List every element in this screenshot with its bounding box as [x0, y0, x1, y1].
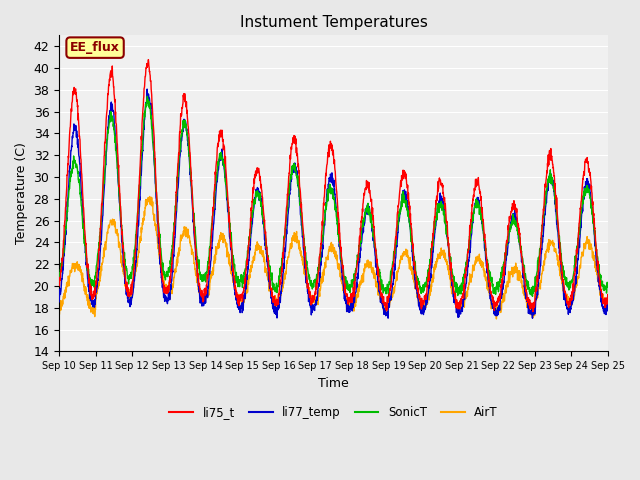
Y-axis label: Temperature (C): Temperature (C): [15, 143, 28, 244]
X-axis label: Time: Time: [318, 377, 349, 390]
Text: EE_flux: EE_flux: [70, 41, 120, 54]
Legend: li75_t, li77_temp, SonicT, AirT: li75_t, li77_temp, SonicT, AirT: [164, 401, 502, 424]
Title: Instument Temperatures: Instument Temperatures: [239, 15, 428, 30]
